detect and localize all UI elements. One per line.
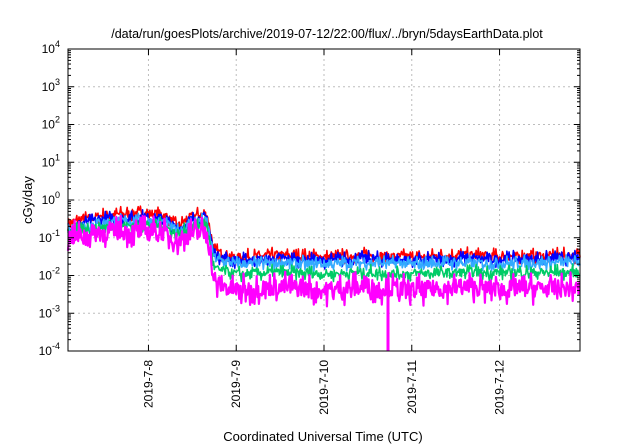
x-tick-label: 2019-7-12 (493, 360, 507, 415)
series-line (66, 214, 581, 308)
grid (68, 49, 580, 351)
y-tick-label: 10-1 (39, 228, 60, 245)
x-tick-label: 2019-7-11 (405, 360, 419, 414)
y-tick-label: 10-3 (39, 303, 60, 320)
axes: 10-4 10-3 10-2 10-1 100 101 102 103 104 2019-7-8 2… (39, 39, 580, 415)
x-tick-label: 2019-7-8 (141, 360, 155, 408)
x-axis-title: Coordinated Universal Time (UTC) (223, 429, 422, 444)
y-tick-label: 101 (42, 152, 60, 169)
series-group (66, 205, 581, 351)
y-tick-label: 104 (42, 39, 60, 56)
x-tick-label: 2019-7-10 (317, 360, 331, 415)
y-tick-label: 10-4 (39, 341, 60, 358)
y-tick-label: 100 (42, 190, 60, 207)
y-axis-title: cGy/day (20, 176, 35, 224)
x-tick-label: 2019-7-9 (229, 360, 243, 408)
y-tick-label: 102 (42, 115, 60, 132)
chart-title: /data/run/goesPlots/archive/2019-07-12/2… (111, 27, 543, 41)
y-tick-label: 10-2 (39, 266, 60, 283)
y-tick-label: 103 (42, 77, 60, 94)
